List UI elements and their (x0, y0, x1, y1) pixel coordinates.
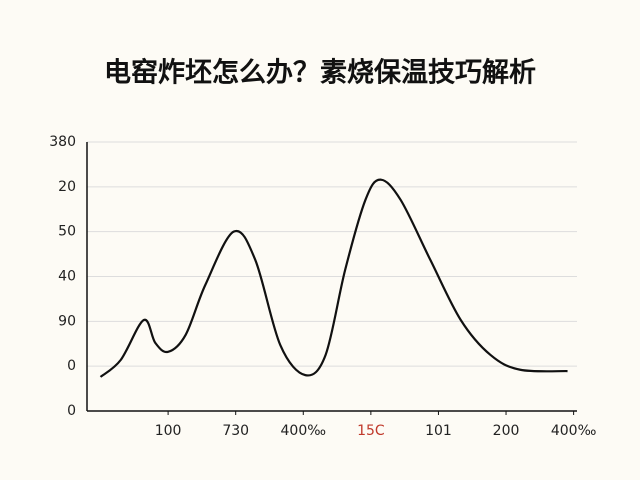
x-tick-label: 200 (493, 423, 520, 439)
x-tick-label: 15C (357, 423, 385, 439)
x-tick-label: 730 (222, 423, 249, 439)
y-tick-label: 40 (58, 269, 76, 285)
y-tick-label: 0 (67, 358, 76, 374)
x-tick-label: 400‰ (281, 423, 327, 439)
y-tick-label: 90 (58, 313, 76, 329)
y-tick-label: 20 (58, 179, 76, 195)
x-tick-label: 101 (425, 423, 452, 439)
y-tick-label: 0 (67, 403, 76, 419)
x-tick-label: 100 (155, 423, 182, 439)
y-tick-label: 380 (49, 134, 76, 150)
x-tick-label: 400‰ (551, 423, 597, 439)
y-tick-label: 50 (58, 224, 76, 240)
chart-title: 电窑炸坯怎么办？素烧保温技巧解析 (104, 58, 536, 89)
line (99, 178, 568, 378)
